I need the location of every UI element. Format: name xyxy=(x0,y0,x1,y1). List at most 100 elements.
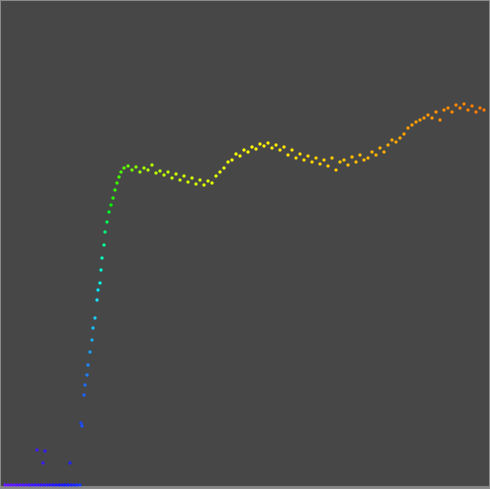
point xyxy=(242,148,246,152)
point xyxy=(218,170,222,174)
point xyxy=(79,421,83,425)
point xyxy=(27,483,31,487)
point xyxy=(286,153,290,157)
point xyxy=(362,158,366,162)
point xyxy=(66,483,70,487)
point xyxy=(254,147,258,151)
point xyxy=(290,148,294,152)
point xyxy=(43,449,47,453)
point xyxy=(51,483,55,487)
point xyxy=(214,174,218,178)
point xyxy=(234,152,238,156)
point xyxy=(470,104,474,108)
point xyxy=(294,156,298,160)
point xyxy=(398,136,402,140)
point xyxy=(474,110,478,114)
point xyxy=(418,118,422,122)
point xyxy=(57,483,61,487)
point xyxy=(262,144,266,148)
point xyxy=(390,138,394,142)
point xyxy=(82,393,86,397)
point xyxy=(117,175,121,179)
point xyxy=(414,120,418,124)
point xyxy=(246,150,250,154)
point xyxy=(310,160,314,164)
point xyxy=(222,166,226,170)
point xyxy=(138,170,142,174)
point xyxy=(270,146,274,150)
point xyxy=(86,363,90,367)
point xyxy=(266,141,270,145)
point xyxy=(166,170,170,174)
point xyxy=(174,172,178,176)
point xyxy=(386,143,390,147)
point xyxy=(36,483,40,487)
point xyxy=(78,483,82,487)
point xyxy=(88,350,92,354)
point xyxy=(48,483,52,487)
point xyxy=(258,142,262,146)
point xyxy=(358,153,362,157)
point xyxy=(24,483,28,487)
point xyxy=(69,483,73,487)
point xyxy=(102,243,106,247)
point xyxy=(338,160,342,164)
point xyxy=(466,108,470,112)
point xyxy=(334,168,338,172)
point xyxy=(100,256,104,260)
point xyxy=(438,118,442,122)
point xyxy=(35,448,39,452)
point xyxy=(442,108,446,112)
point xyxy=(298,152,302,156)
point xyxy=(122,166,126,170)
point xyxy=(80,424,84,428)
point xyxy=(374,153,378,157)
point xyxy=(9,483,13,487)
point xyxy=(354,160,358,164)
point xyxy=(134,165,138,169)
point xyxy=(158,169,162,173)
point xyxy=(394,140,398,144)
point xyxy=(274,143,278,147)
point xyxy=(318,162,322,166)
point xyxy=(42,483,46,487)
point xyxy=(109,203,113,207)
point xyxy=(45,483,49,487)
point xyxy=(330,156,334,160)
point xyxy=(83,383,87,387)
point xyxy=(113,188,117,192)
point xyxy=(162,173,166,177)
point xyxy=(434,110,438,114)
point xyxy=(18,483,22,487)
point xyxy=(302,158,306,162)
point xyxy=(194,182,198,186)
point xyxy=(154,171,158,175)
point xyxy=(90,338,94,342)
point xyxy=(95,298,99,302)
point xyxy=(378,146,382,150)
point xyxy=(202,183,206,187)
point xyxy=(93,316,97,320)
point xyxy=(105,220,109,224)
point xyxy=(190,176,194,180)
point xyxy=(458,106,462,110)
point xyxy=(306,154,310,158)
point xyxy=(96,288,100,292)
point xyxy=(406,126,410,130)
point xyxy=(370,150,374,154)
point xyxy=(115,181,119,185)
point xyxy=(54,483,58,487)
point xyxy=(422,116,426,120)
point xyxy=(63,483,67,487)
point xyxy=(142,166,146,170)
point xyxy=(462,102,466,106)
point xyxy=(454,103,458,107)
point xyxy=(186,180,190,184)
point xyxy=(15,483,19,487)
point xyxy=(119,170,123,174)
point xyxy=(60,483,64,487)
point xyxy=(6,483,10,487)
